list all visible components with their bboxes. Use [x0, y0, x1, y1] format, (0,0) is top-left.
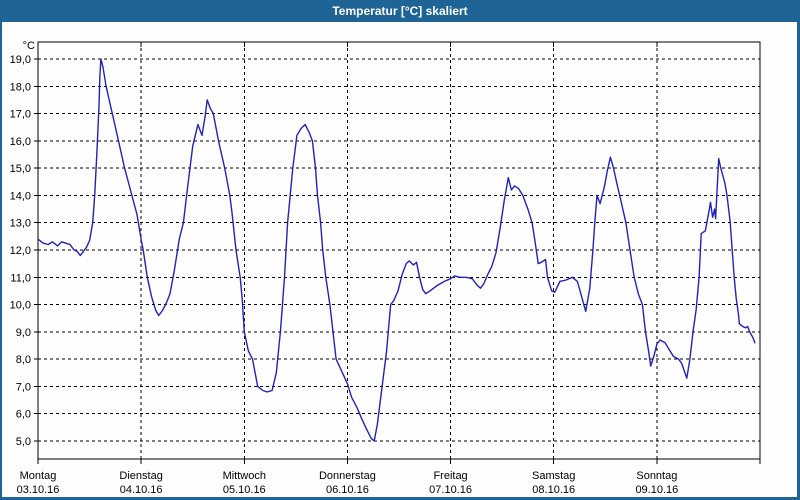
y-tick-label: 17,0: [10, 109, 31, 121]
temperature-line: [37, 58, 756, 442]
x-weekday-label: Freitag: [433, 470, 467, 482]
y-tick-label: 10,0: [10, 300, 31, 312]
x-weekday-label: Sonntag: [636, 470, 677, 482]
y-axis-unit-label: °C: [23, 40, 35, 52]
y-tick-label: 9,0: [16, 327, 31, 339]
y-tick-label: 14,0: [10, 190, 31, 202]
y-tick-label: 12,0: [10, 245, 31, 257]
y-tick-label: 16,0: [10, 136, 31, 148]
x-weekday-label: Montag: [20, 470, 57, 482]
x-date-label: 09.10.16: [635, 484, 678, 496]
window-frame-left: [0, 0, 2, 500]
window-frame-bottom: [0, 497, 800, 500]
x-date-label: 03.10.16: [17, 484, 60, 496]
title-bar: Temperatur [°C] skaliert: [0, 0, 800, 22]
y-tick-label: 7,0: [16, 381, 31, 393]
window-title: Temperatur [°C] skaliert: [332, 4, 468, 18]
x-weekday-label: Donnerstag: [319, 470, 376, 482]
x-date-label: 06.10.16: [326, 484, 369, 496]
y-tick-label: 6,0: [16, 409, 31, 421]
y-tick-label: 19,0: [10, 54, 31, 66]
y-tick-label: 18,0: [10, 81, 31, 93]
x-weekday-label: Dienstag: [119, 470, 162, 482]
window-frame-right: [797, 0, 800, 500]
y-tick-label: 15,0: [10, 163, 31, 175]
x-date-label: 04.10.16: [120, 484, 163, 496]
x-weekday-label: Samstag: [532, 470, 575, 482]
x-date-label: 05.10.16: [223, 484, 266, 496]
y-tick-label: 13,0: [10, 218, 31, 230]
x-date-label: 07.10.16: [429, 484, 472, 496]
y-tick-label: 11,0: [10, 272, 31, 284]
x-weekday-label: Mittwoch: [223, 470, 266, 482]
y-tick-label: 8,0: [16, 354, 31, 366]
x-date-label: 08.10.16: [532, 484, 575, 496]
y-tick-label: 5,0: [16, 436, 31, 448]
plot-border: [37, 41, 761, 460]
